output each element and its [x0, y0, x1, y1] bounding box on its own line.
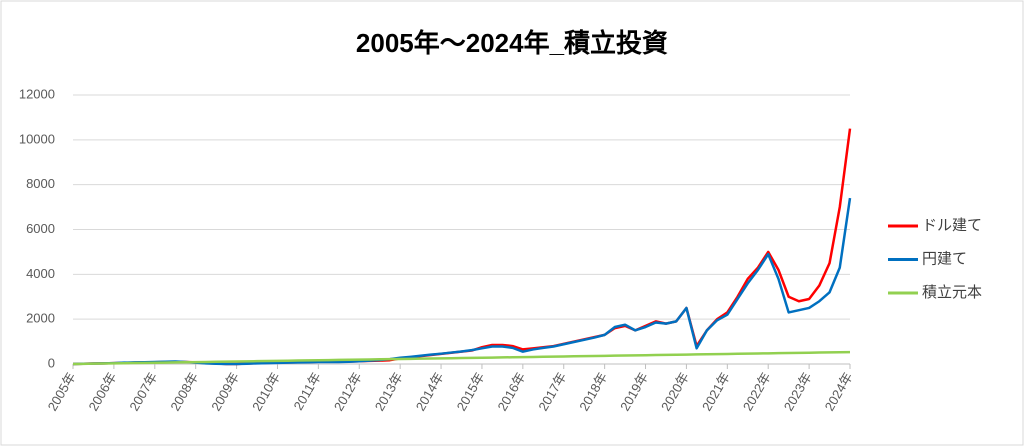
y-tick-label: 10000 [19, 131, 55, 146]
y-tick-label: 4000 [26, 266, 55, 281]
chart-title: 2005年～2024年_積立投資 [356, 28, 668, 58]
y-tick-label: 12000 [19, 86, 55, 101]
legend-label: 円建て [922, 250, 967, 267]
y-tick-label: 6000 [26, 221, 55, 236]
y-tick-label: 0 [48, 355, 55, 370]
y-tick-label: 2000 [26, 311, 55, 326]
y-tick-label: 8000 [26, 176, 55, 191]
legend-label: ドル建て [922, 217, 982, 234]
legend-label: 積立元本 [922, 284, 982, 301]
series-line [72, 350, 851, 366]
